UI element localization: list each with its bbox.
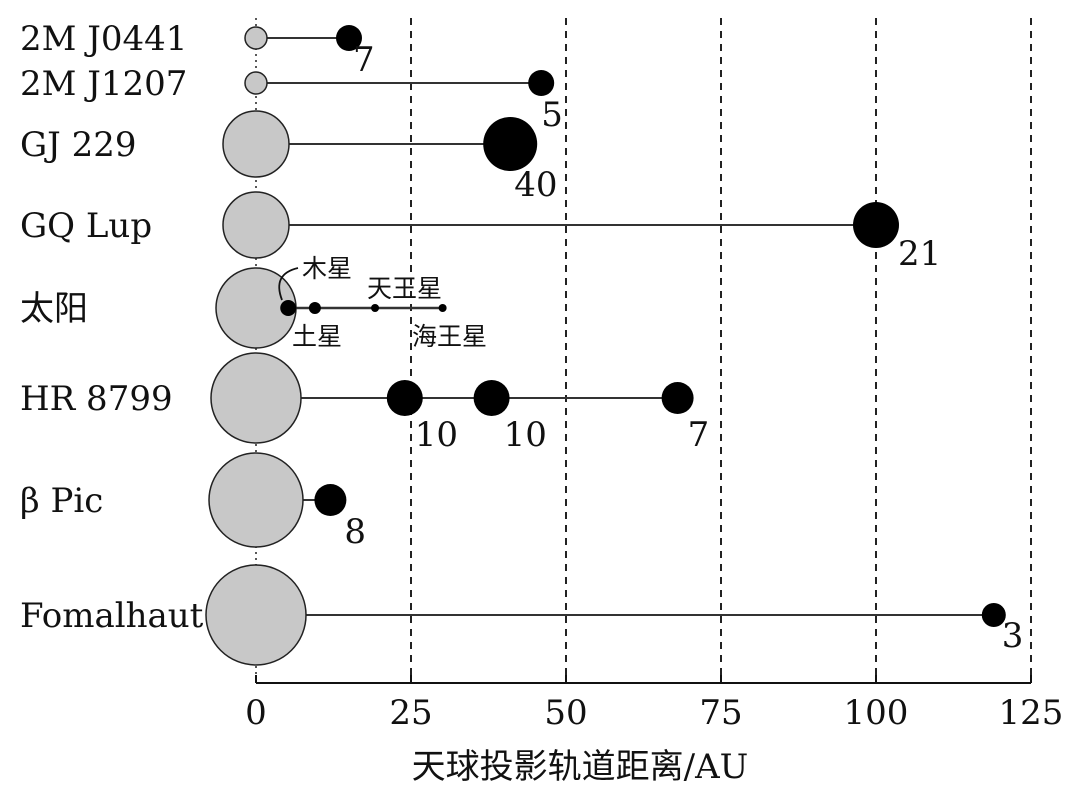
x-tick-label: 0: [245, 693, 267, 733]
host-star: [210, 352, 302, 444]
solar-planet-label: 土星: [292, 322, 342, 351]
x-tick-label: 125: [999, 693, 1064, 733]
system-row: 2M J1207 5: [20, 64, 563, 135]
planet-mass-label: 21: [898, 234, 941, 274]
solar-planet-label: 海王星: [412, 322, 487, 351]
system-name: GJ 229: [20, 125, 137, 165]
planet-marker: [438, 304, 447, 312]
system-row: β Pic 8: [20, 452, 366, 552]
system-row: 2M J0441 7: [20, 19, 375, 80]
planet-mass-label: 10: [504, 415, 547, 455]
jupiter-pointer: [278, 267, 299, 301]
system-name: β Pic: [20, 481, 103, 521]
planet-mass-label: 3: [1002, 616, 1024, 656]
x-axis: 0 25 50 75 100 125: [245, 675, 1063, 733]
planet-marker: [280, 300, 297, 316]
planet-marker: [308, 302, 321, 314]
solar-planet-label: 木星: [302, 254, 352, 283]
x-axis-title: 天球投影轨道距离/AU: [412, 747, 749, 787]
planet-mass-label: 40: [514, 165, 557, 205]
solar-planet-label: 天王星: [367, 274, 442, 303]
system-row: HR 8799 10 10 7: [20, 352, 710, 455]
planet-marker: [528, 70, 555, 96]
planet-marker: [314, 484, 347, 516]
system-name: 2M J1207: [20, 64, 187, 104]
planetary-systems: 2M J0441 7 2M J1207 5 GJ 229 40 GQ Lup 21 太阳 木星土星…: [20, 19, 1024, 666]
planet-marker: [661, 382, 694, 414]
planet-mass-label: 7: [688, 415, 710, 455]
system-name: Fomalhaut: [20, 596, 204, 636]
system-name: GQ Lup: [20, 206, 152, 246]
planet-marker: [336, 25, 362, 51]
system-name: HR 8799: [20, 379, 173, 419]
planet-marker: [981, 603, 1006, 627]
system-row: GJ 229 40: [20, 110, 557, 205]
planet-marker: [473, 380, 510, 416]
grid-lines: [255, 18, 1032, 683]
planet-marker: [371, 304, 380, 312]
x-tick-label: 50: [544, 693, 587, 733]
x-tick-label: 100: [844, 693, 909, 733]
planet-mass-label: 10: [415, 415, 458, 455]
planet-marker: [483, 117, 538, 171]
host-star: [205, 564, 307, 666]
system-row: GQ Lup 21: [20, 191, 941, 274]
system-name: 2M J0441: [20, 19, 187, 59]
host-star: [244, 26, 268, 50]
planet-mass-label: 7: [353, 40, 375, 80]
host-star: [222, 110, 290, 178]
host-star: [208, 452, 304, 548]
planet-mass-label: 5: [541, 95, 563, 135]
host-star: [244, 71, 268, 95]
planet-marker: [386, 380, 423, 416]
x-tick-label: 25: [389, 693, 432, 733]
planet-mass-label: 8: [344, 512, 366, 552]
x-tick-label: 75: [699, 693, 742, 733]
system-row: Fomalhaut 3: [20, 564, 1024, 666]
planet-marker: [853, 202, 899, 248]
system-name: 太阳: [20, 289, 88, 329]
host-star: [222, 191, 290, 259]
